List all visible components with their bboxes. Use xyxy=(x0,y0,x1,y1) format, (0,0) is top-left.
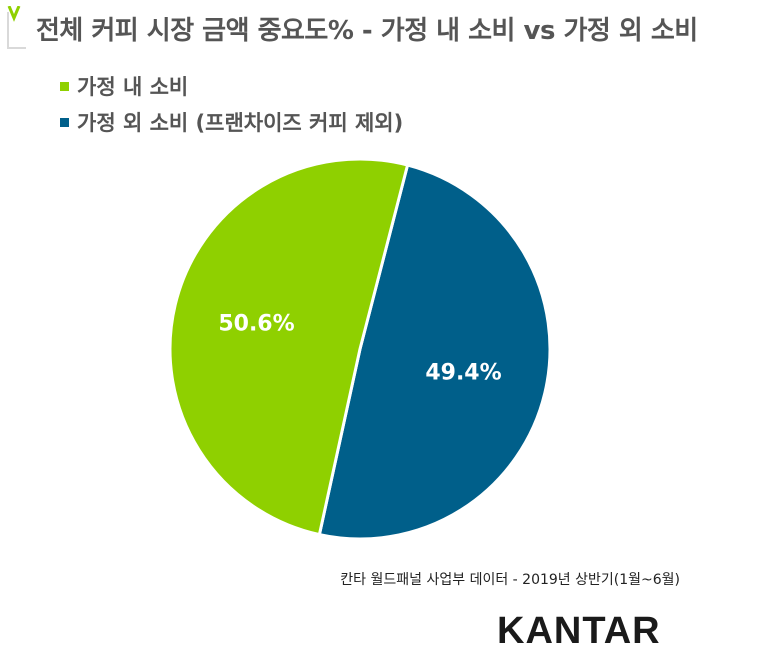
legend-label-home: 가정 내 소비 xyxy=(77,75,189,99)
chart-title: 전체 커피 시장 금액 중요도% - 가정 내 소비 vs 가정 외 소비 xyxy=(36,16,698,46)
pie-label-home: 50.6% xyxy=(218,311,294,336)
pie-label-out-of-home: 49.4% xyxy=(425,361,501,386)
pie-slice-home xyxy=(168,157,410,537)
corner-bracket-icon xyxy=(7,6,26,49)
source-note: 칸타 월드패널 사업부 데이터 - 2019년 상반기(1월~6월) xyxy=(340,572,680,588)
kantar-logo: KANTAR xyxy=(497,610,661,652)
pie-slice-out-of-home xyxy=(317,163,552,541)
legend-item-out-of-home: 가정 외 소비 (프랜차이즈 커피 제외) xyxy=(60,104,403,140)
chart-legend: 가정 내 소비 가정 외 소비 (프랜차이즈 커피 제외) xyxy=(60,68,403,140)
legend-swatch-out-of-home xyxy=(60,117,69,127)
legend-swatch-home xyxy=(60,81,69,91)
legend-label-out-of-home: 가정 외 소비 (프랜차이즈 커피 제외) xyxy=(77,111,404,135)
legend-item-home: 가정 내 소비 xyxy=(60,68,403,104)
